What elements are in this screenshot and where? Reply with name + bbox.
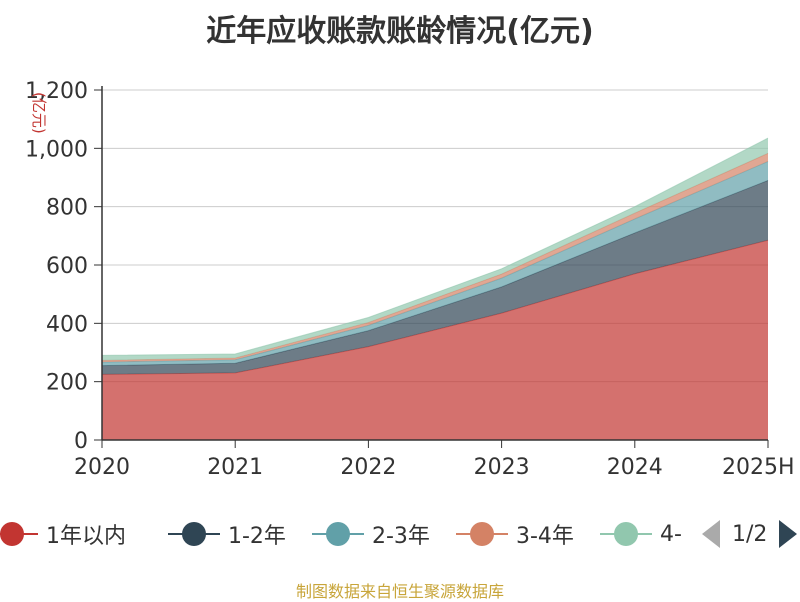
x-tick-label: 2023 bbox=[474, 455, 530, 480]
legend-label: 4- bbox=[660, 521, 682, 547]
legend-swatch-icon bbox=[0, 514, 38, 554]
legend-swatch-icon bbox=[600, 514, 652, 554]
x-tick-label: 2020 bbox=[74, 455, 130, 480]
legend: 1年以内 1-2年 2-3年 3-4年 4- 1/2 bbox=[0, 514, 800, 554]
y-tick-label: 200 bbox=[46, 371, 88, 396]
y-tick-label: 0 bbox=[74, 429, 88, 454]
legend-item[interactable]: 4- bbox=[600, 514, 682, 554]
next-page-icon[interactable] bbox=[779, 520, 798, 548]
y-axis-label: (亿元) bbox=[30, 92, 48, 134]
y-tick-label: 1,000 bbox=[25, 137, 88, 162]
legend-item[interactable]: 3-4年 bbox=[456, 514, 574, 554]
legend-label: 1年以内 bbox=[46, 524, 126, 549]
legend-item[interactable]: 1-2年 bbox=[168, 514, 286, 554]
legend-label: 3-4年 bbox=[516, 524, 574, 549]
x-tick-label: 2025H bbox=[722, 455, 795, 480]
prev-page-icon[interactable] bbox=[702, 520, 720, 548]
legend-page-indicator: 1/2 bbox=[732, 521, 768, 547]
y-tick-labels: 0 200 400 600 800 1,000 1,200 bbox=[25, 79, 88, 454]
legend-pager: 1/2 bbox=[702, 514, 798, 554]
legend-label: 2-3年 bbox=[372, 524, 430, 549]
y-tick-label: 600 bbox=[46, 254, 88, 279]
legend-swatch-icon bbox=[312, 514, 364, 554]
legend-swatch-icon bbox=[168, 514, 220, 554]
legend-label: 1-2年 bbox=[228, 524, 286, 549]
x-tick-label: 2022 bbox=[340, 455, 396, 480]
area-series bbox=[101, 137, 769, 440]
chart-title: 近年应收账款账龄情况(亿元) bbox=[206, 14, 594, 49]
y-tick-label: 400 bbox=[46, 312, 88, 337]
legend-item[interactable]: 1年以内 bbox=[0, 514, 126, 554]
source-note: 制图数据来自恒生聚源数据库 bbox=[295, 582, 504, 601]
axes bbox=[101, 86, 769, 448]
x-tick-label: 2024 bbox=[607, 455, 663, 480]
y-tick-label: 1,200 bbox=[25, 79, 88, 104]
y-tick-label: 800 bbox=[46, 196, 88, 221]
area-1年以内 bbox=[102, 240, 768, 440]
legend-swatch-icon bbox=[456, 514, 508, 554]
line-4- bbox=[101, 137, 769, 356]
legend-item[interactable]: 2-3年 bbox=[312, 514, 430, 554]
x-tick-labels: 2020 2021 2022 2023 2024 2025H bbox=[74, 455, 795, 480]
x-tick-label: 2021 bbox=[207, 455, 263, 480]
